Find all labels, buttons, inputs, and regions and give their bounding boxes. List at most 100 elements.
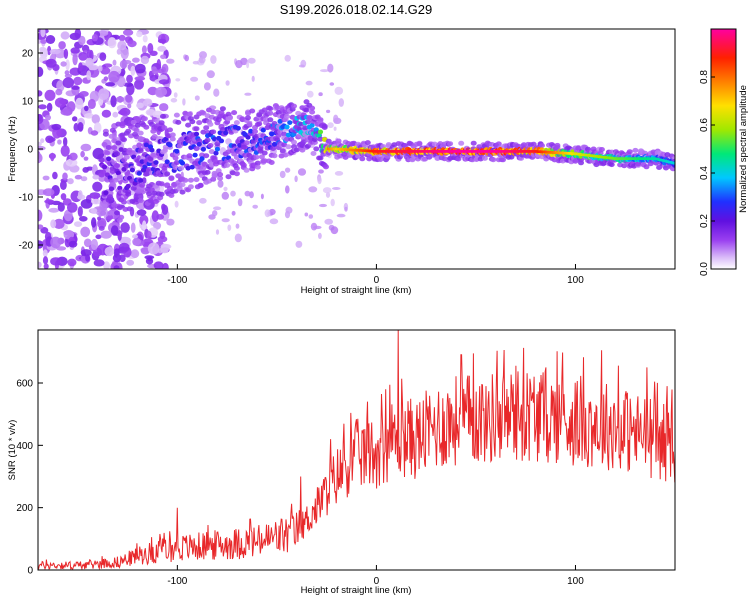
ridge-cell [174, 148, 180, 154]
noise-blob [42, 249, 48, 257]
snr-series-line [38, 330, 675, 570]
noise-blob [77, 190, 83, 200]
snr-panel: -100 0 100 0 200 400 600 Height of straight li… [7, 329, 676, 596]
noise-blob [319, 203, 327, 208]
noise-blob [38, 141, 42, 147]
ridge-halo [111, 145, 118, 151]
ridge-halo [143, 124, 150, 130]
noise-blob [43, 263, 49, 269]
noise-blob [143, 172, 149, 177]
ridge-halo [146, 191, 153, 197]
noise-blob [53, 218, 65, 229]
noise-blob [60, 193, 67, 201]
noise-blob [80, 150, 85, 158]
ridge-halo [186, 153, 193, 159]
noise-blob [50, 152, 55, 162]
noise-blob [86, 49, 92, 60]
noise-blob [285, 206, 293, 214]
ridge-halo [187, 184, 194, 190]
noise-blob [38, 261, 42, 268]
ridge-halo [114, 151, 120, 157]
ridge-cell [125, 183, 131, 189]
noise-blob [46, 102, 53, 112]
noise-blob [42, 256, 49, 265]
noise-blob [203, 82, 211, 91]
noise-blob [62, 172, 68, 181]
noise-blob [223, 186, 228, 191]
noise-blob [132, 238, 142, 246]
ridge-halo [107, 210, 114, 216]
ridge-cell [214, 146, 220, 152]
ridge-halo [151, 134, 158, 139]
ridge-halo [233, 171, 240, 177]
ridge-halo [173, 112, 180, 118]
noise-blob [68, 240, 78, 248]
noise-blob [190, 76, 199, 82]
noise-blob [40, 29, 46, 38]
noise-blob [77, 206, 83, 217]
noise-blob [108, 70, 120, 83]
y-tick-label: 10 [22, 97, 34, 108]
ridge-cell [260, 127, 266, 133]
ridge-halo [167, 127, 173, 133]
ridge-halo [200, 165, 207, 171]
ridge-halo [274, 105, 281, 111]
ridge-halo [150, 128, 157, 134]
ridge-halo [481, 155, 488, 161]
ridge-halo [193, 146, 200, 152]
noise-blob [56, 80, 65, 92]
noise-blob [330, 226, 339, 235]
y-tick-label: 0 [27, 566, 33, 577]
noise-blob [117, 40, 127, 51]
noise-blob [55, 88, 63, 96]
noise-blob [52, 127, 62, 139]
ridge-halo [121, 199, 127, 205]
ridge-halo [626, 149, 633, 155]
ridge-cell [285, 132, 291, 138]
colorbar-frame [710, 28, 737, 270]
noise-blob [157, 38, 167, 44]
noise-blob [42, 175, 50, 181]
ridge-halo [203, 153, 210, 159]
noise-blob [333, 114, 339, 123]
noise-blob [72, 53, 78, 66]
noise-blob [74, 174, 83, 180]
ridge-halo [224, 162, 231, 168]
noise-blob [174, 200, 179, 208]
noise-blob [84, 113, 94, 119]
noise-blob [78, 35, 86, 46]
ridge-cell [153, 160, 159, 165]
noise-blob [330, 198, 335, 207]
noise-blob [338, 98, 344, 107]
noise-blob [60, 31, 70, 40]
ridge-halo [141, 116, 148, 122]
noise-blob [246, 61, 250, 69]
ridge-halo [178, 165, 185, 171]
ridge-halo [208, 149, 215, 155]
noise-blob [213, 206, 222, 211]
noise-blob [125, 94, 133, 103]
ridge-halo [608, 162, 615, 168]
noise-blob [126, 259, 135, 266]
noise-blob [91, 198, 101, 205]
noise-blob [308, 186, 318, 193]
noise-blob [51, 123, 62, 131]
noise-blob [184, 54, 189, 62]
noise-blob [44, 199, 55, 204]
noise-blob [69, 152, 78, 161]
noise-blob [173, 92, 178, 98]
ridge-halo [470, 140, 477, 146]
noise-blob [325, 191, 331, 198]
noise-blob [107, 37, 117, 49]
noise-blob [334, 171, 344, 176]
noise-blob [141, 177, 147, 184]
noise-blob [230, 190, 236, 197]
ridge-cell [189, 164, 195, 170]
ridge-halo [169, 132, 176, 138]
noise-blob [147, 86, 158, 96]
noise-blob [158, 184, 164, 194]
ridge-halo [225, 174, 232, 180]
noise-blob [159, 103, 169, 112]
ridge-halo [109, 127, 116, 133]
